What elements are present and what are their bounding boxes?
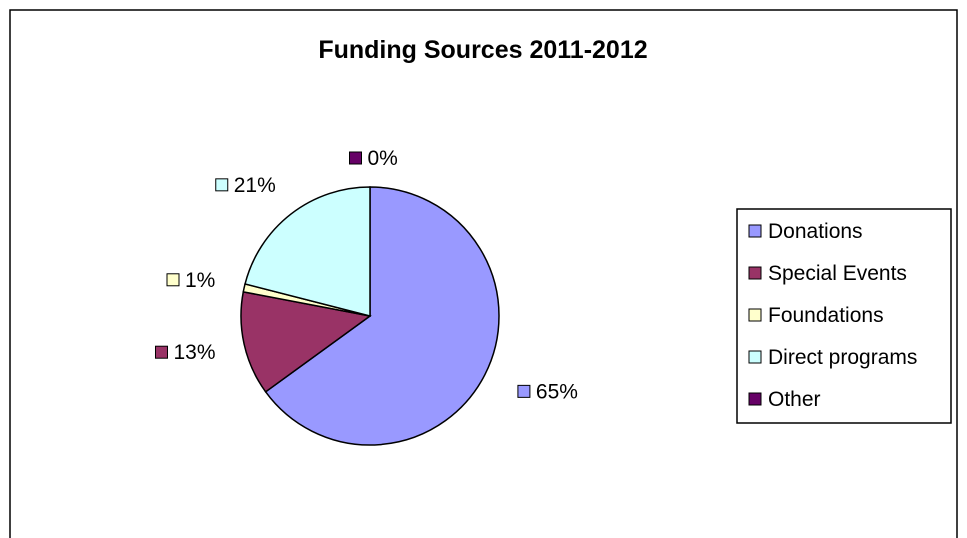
legend-swatch-special-events [748,266,762,280]
legend-item-donations: Donations [748,220,863,243]
pie-slice-direct-programs [244,186,371,317]
data-label-swatch-foundations [166,273,180,287]
data-label-direct-programs: 21% [215,174,276,197]
pie-slice-donations [264,186,500,446]
legend-swatch-donations [748,224,762,238]
data-label-foundations: 1% [166,269,215,292]
legend-item-direct-programs: Direct programs [748,346,917,369]
data-label-swatch-other [349,151,362,165]
legend-label-donations: Donations [768,220,863,243]
legend-swatch-other [748,392,762,406]
data-label-text-special-events: 13% [173,341,215,364]
legend-label-other: Other [768,388,821,411]
data-label-text-direct-programs: 21% [234,174,276,197]
pie-slice-special-events [240,290,372,393]
data-label-special-events: 13% [154,341,216,364]
data-label-swatch-special-events [154,345,168,359]
data-label-swatch-donations [517,384,531,398]
data-label-donations: 65% [517,380,578,403]
legend-item-special-events: Special Events [748,262,907,285]
chart-border [9,9,958,538]
data-label-text-donations: 65% [536,380,578,403]
legend-item-other: Other [748,388,821,411]
legend-label-foundations: Foundations [768,304,884,327]
data-label-text-foundations: 1% [185,269,215,292]
pie-slices [240,186,500,446]
data-label-other: 0% [349,147,398,170]
legend-label-special-events: Special Events [768,262,907,285]
data-labels: 65% 13% 1% 21% 0% [154,147,578,403]
legend-label-direct-programs: Direct programs [768,346,917,369]
data-label-swatch-direct-programs [215,178,229,192]
legend-swatch-foundations [748,308,762,322]
legend-swatch-direct-programs [748,350,762,364]
data-label-text-other: 0% [368,147,398,170]
chart-title: Funding Sources 2011-2012 [318,36,647,64]
legend-item-foundations: Foundations [748,304,884,327]
legend: Donations Special Events Foundations Direct… [736,208,952,424]
legend-box [736,208,952,424]
